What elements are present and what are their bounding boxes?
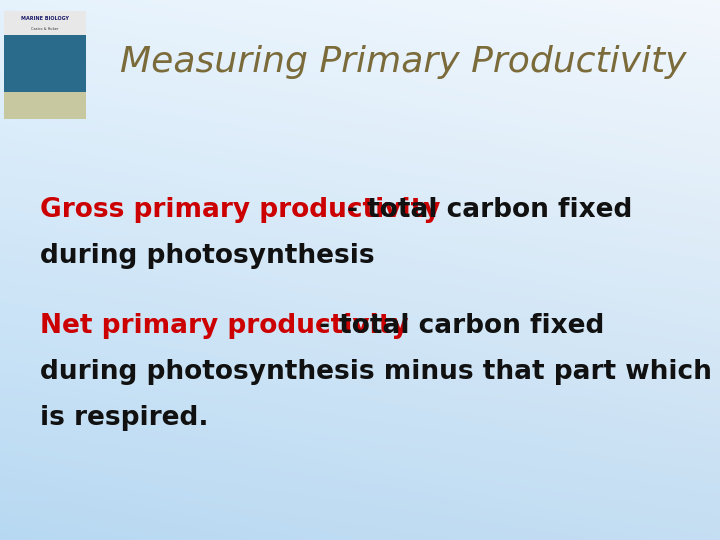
FancyBboxPatch shape	[4, 11, 86, 119]
Text: is respired.: is respired.	[40, 405, 208, 431]
FancyBboxPatch shape	[4, 11, 86, 35]
Text: Net primary productivity: Net primary productivity	[40, 313, 408, 339]
Text: during photosynthesis minus that part which: during photosynthesis minus that part wh…	[40, 359, 711, 385]
Text: during photosynthesis: during photosynthesis	[40, 243, 374, 269]
Text: - total carbon fixed: - total carbon fixed	[310, 313, 604, 339]
Text: Castro & Huber: Castro & Huber	[31, 27, 59, 31]
Text: Measuring Primary Productivity: Measuring Primary Productivity	[120, 45, 686, 79]
Text: Gross primary productivity: Gross primary productivity	[40, 197, 440, 223]
Text: MARINE BIOLOGY: MARINE BIOLOGY	[21, 16, 69, 21]
Text: - total carbon fixed: - total carbon fixed	[338, 197, 633, 223]
FancyBboxPatch shape	[4, 92, 86, 119]
FancyBboxPatch shape	[4, 35, 86, 92]
